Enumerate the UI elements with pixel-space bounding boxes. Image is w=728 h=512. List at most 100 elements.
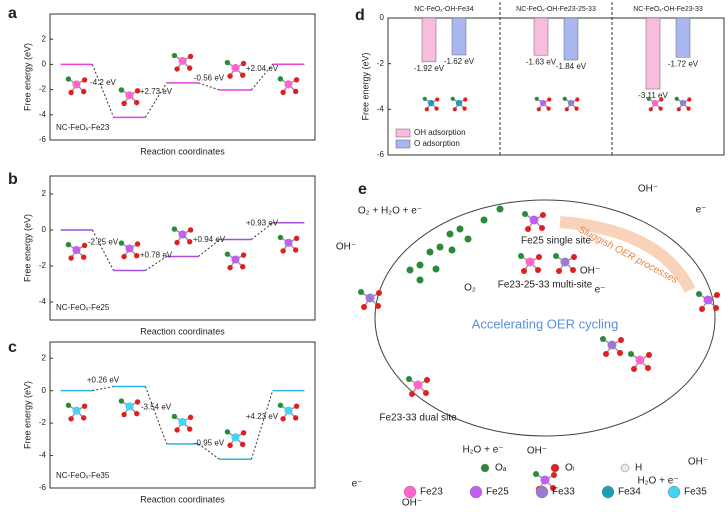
plot-frame [387, 17, 725, 156]
plot-frame [49, 175, 316, 321]
atom [68, 416, 74, 422]
atom [525, 226, 531, 232]
atom [293, 235, 300, 241]
atom [284, 406, 293, 415]
group-label: NC-FeOₓ-OH-Fe23-25-33 [516, 6, 596, 13]
site-label: Fe25 single site [521, 236, 591, 247]
connector [250, 390, 274, 460]
atom [635, 355, 645, 365]
atom [65, 402, 72, 408]
legend-atom [550, 463, 560, 473]
atom [118, 240, 125, 246]
y-tick-label: 0 [42, 386, 47, 395]
bar [451, 17, 467, 56]
atom [240, 60, 247, 67]
atom [462, 106, 467, 111]
system-name: NC-FeOₓ-Fe23 [56, 123, 110, 132]
atom [171, 52, 178, 59]
legend-label: Fe25 [486, 487, 509, 498]
atom [603, 351, 609, 357]
atom [618, 337, 624, 343]
atom [284, 238, 293, 247]
y-axis-label: Free energy (eV) [22, 214, 32, 282]
legend-label: H [635, 463, 642, 474]
atom [187, 426, 193, 432]
species-label: O₂ [464, 283, 476, 294]
atom [231, 255, 240, 264]
step-annotation: +0.93 eV [246, 218, 279, 227]
atom [277, 234, 284, 241]
legend-label: Oₗ [565, 463, 575, 474]
y-axis-label: Free energy (eV) [22, 381, 32, 449]
panel-letter: e [358, 181, 367, 198]
atom [424, 107, 429, 112]
atom [376, 290, 382, 296]
legend-atom [480, 463, 490, 473]
atom [456, 225, 464, 233]
y-tick-label: -4 [39, 297, 47, 306]
atom [187, 238, 193, 245]
atom [540, 475, 550, 485]
step-annotation: -4.2 eV [90, 78, 116, 87]
atom [187, 227, 194, 233]
plot-frame [49, 13, 316, 141]
atom [406, 266, 414, 274]
connector [251, 222, 273, 240]
atom [455, 99, 463, 107]
bar-value-label: -1.84 eV [556, 62, 587, 71]
atom [171, 226, 178, 232]
atom [280, 416, 286, 422]
atom [546, 106, 551, 111]
atom [631, 366, 637, 372]
legend-swatch [395, 128, 411, 138]
atom [522, 211, 528, 217]
bar-value-label: -1.63 eV [526, 57, 557, 66]
species-label: e⁻ [696, 205, 707, 216]
connector [198, 82, 220, 91]
atom [293, 403, 300, 409]
atom [571, 254, 577, 260]
atom [600, 336, 606, 342]
atom [674, 96, 679, 101]
atom [525, 257, 535, 267]
atom [72, 80, 81, 89]
legend-label: Oₐ [495, 463, 507, 474]
atom [224, 59, 231, 66]
legend-atom [601, 485, 615, 499]
species-label: OH⁻ [580, 266, 600, 277]
atom [648, 107, 653, 112]
atom [171, 413, 178, 420]
atom [174, 239, 180, 246]
atom [646, 96, 651, 101]
step-annotation: +2.04 eV [246, 64, 279, 73]
connector [145, 256, 167, 271]
connector [92, 385, 114, 392]
atom [436, 243, 444, 251]
atom [134, 253, 140, 259]
atom [553, 253, 559, 259]
atom [284, 80, 293, 89]
y-tick-label: -2 [39, 418, 47, 427]
atom [427, 99, 435, 107]
y-tick-label: -2 [377, 59, 385, 68]
atom [81, 77, 88, 83]
atom [187, 65, 193, 71]
atom [121, 100, 127, 107]
atom [125, 244, 134, 253]
step-annotation: +0.94 eV [193, 235, 226, 244]
step-annotation: -2.25 eV [88, 237, 119, 246]
legend-label: OH adsorption [414, 128, 466, 137]
atom [658, 106, 663, 111]
atom [174, 427, 180, 433]
connector [91, 229, 115, 271]
y-tick-label: 0 [42, 60, 47, 69]
bar [421, 17, 437, 63]
y-tick-label: 0 [42, 225, 47, 234]
atom [293, 77, 300, 83]
legend-label: Fe35 [684, 487, 707, 498]
atom [696, 291, 702, 297]
atom [687, 97, 692, 102]
connector [91, 64, 115, 118]
site-label: Fe23-33 dual site [379, 413, 457, 424]
